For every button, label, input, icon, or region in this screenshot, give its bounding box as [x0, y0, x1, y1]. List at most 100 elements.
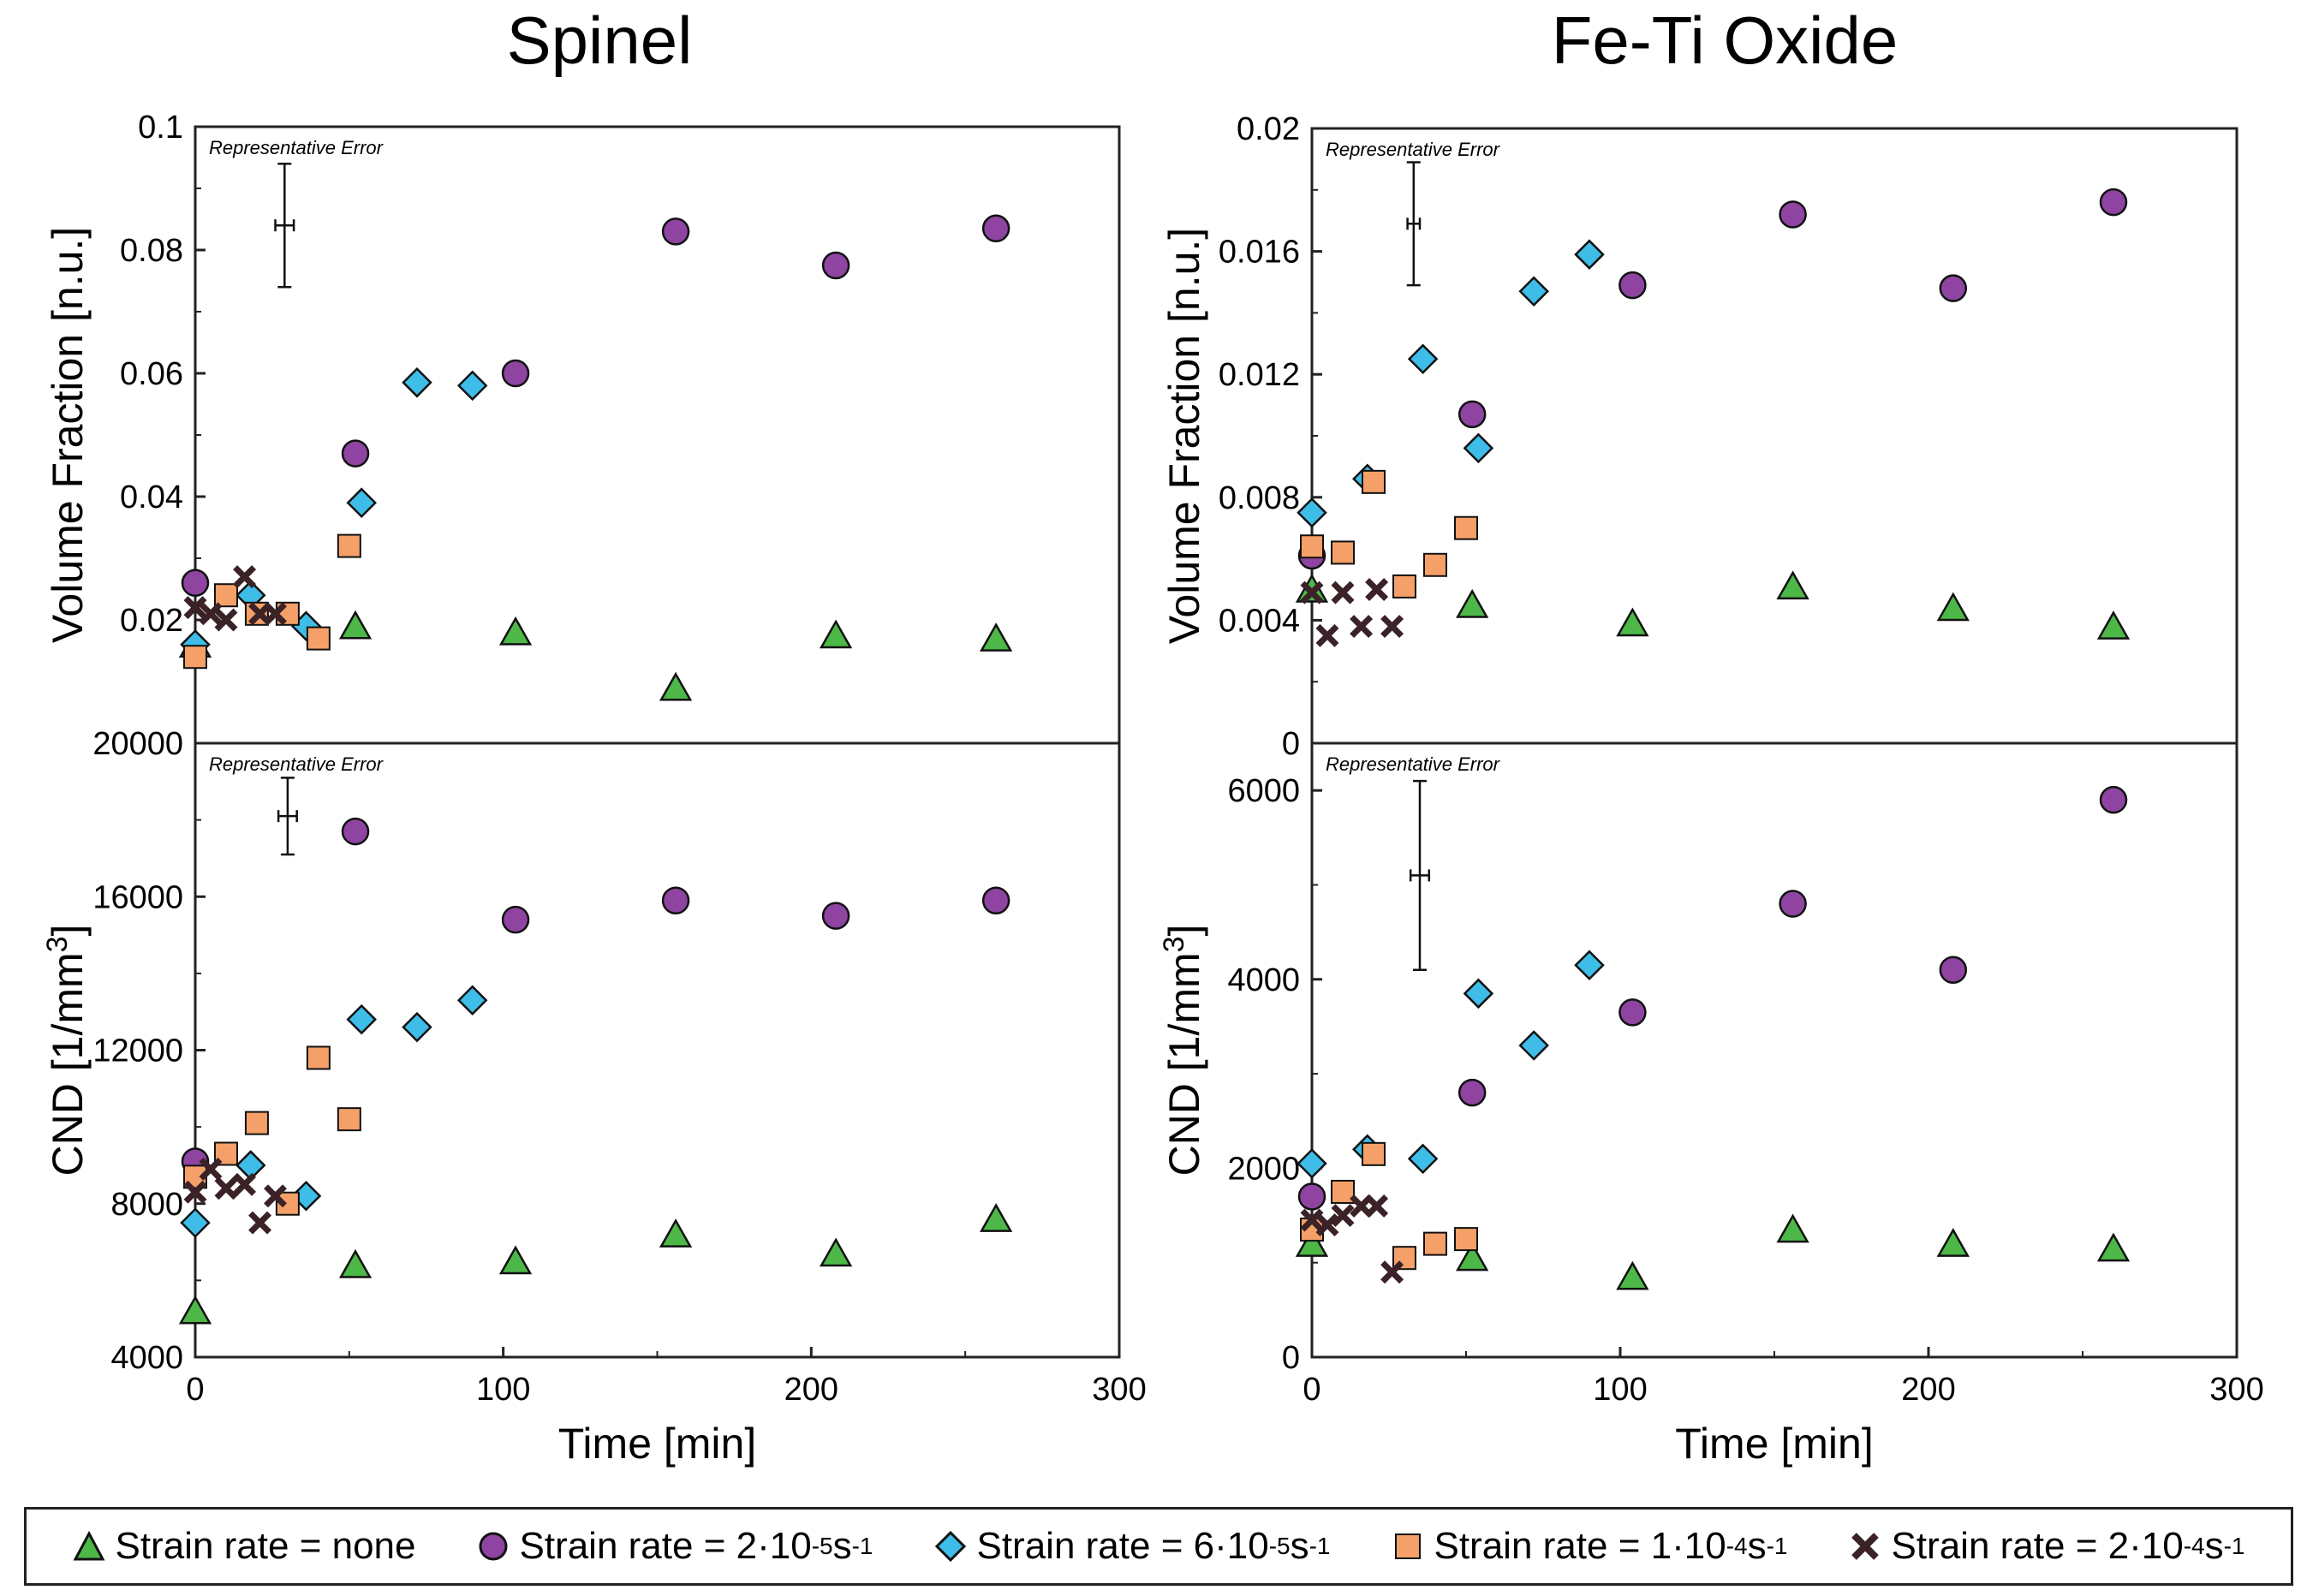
data-point	[661, 886, 690, 914]
data-point	[1297, 1182, 1326, 1211]
series-1	[181, 817, 1010, 1176]
y-axis-label: CND [1/mm3]	[1158, 925, 1208, 1176]
data-point	[306, 626, 331, 651]
data-point	[183, 1180, 207, 1204]
data-point	[979, 622, 1013, 652]
data-point	[180, 1207, 211, 1238]
y-tick-label: 12000	[92, 1033, 183, 1069]
representative-error-label: Representative Error	[1326, 139, 1501, 160]
legend-exp-1e-4: -4	[1726, 1533, 1748, 1559]
data-point	[1618, 271, 1647, 300]
data-point	[981, 214, 1010, 243]
data-point	[659, 1218, 693, 1248]
data-point	[1939, 956, 1968, 984]
data-point	[264, 1184, 287, 1208]
legend-exp-2e-5: -5	[811, 1533, 833, 1559]
series-2	[1297, 239, 1605, 528]
representative-error-label: Representative Error	[209, 137, 384, 158]
data-point	[456, 985, 488, 1016]
data-point	[2096, 1232, 2131, 1262]
data-point	[337, 533, 361, 558]
series-1	[1297, 785, 2128, 1211]
data-point	[1616, 1260, 1649, 1290]
legend-item-6e-5: Strain rate = 6·10 -5 s -1	[933, 1525, 1331, 1568]
data-point	[402, 367, 432, 398]
legend-item-2e-5: Strain rate = 2·10 -5 s -1	[476, 1525, 873, 1568]
data-point	[1779, 200, 1807, 229]
x-tick-label: 100	[1593, 1372, 1647, 1408]
data-point	[1331, 1179, 1355, 1204]
x-tick-label: 100	[476, 1372, 530, 1408]
data-point	[456, 370, 488, 402]
legend-label-2e-4: Strain rate = 2·10	[1891, 1525, 2184, 1567]
data-point	[498, 616, 533, 646]
data-point	[1407, 343, 1439, 375]
legend: Strain rate = none Strain rate = 2·10 -5 …	[24, 1507, 2293, 1586]
y-tick-label: 0.016	[1219, 235, 1300, 271]
data-point	[199, 1157, 223, 1181]
series-4	[1300, 1194, 1404, 1284]
legend-item-1e-4: Strain rate = 1·10 -4 s -1	[1391, 1525, 1788, 1568]
legend-item-2e-4: Strain rate = 2·10 -4 s -1	[1848, 1525, 2245, 1568]
y-tick-label: 0	[1282, 1340, 1300, 1376]
series-4	[1300, 578, 1404, 647]
representative-error-label: Representative Error	[1326, 753, 1501, 775]
data-point	[1936, 1228, 1970, 1257]
data-point	[1574, 950, 1605, 980]
y-tick-label: 4000	[1227, 962, 1300, 998]
data-point	[1779, 890, 1807, 918]
data-point	[1362, 469, 1386, 494]
data-point	[183, 645, 207, 670]
chart-feti-vf: 0 0.004 0.008 0.012 0.016 0.02 Volume Fraction…	[1160, 111, 2238, 762]
data-point	[1295, 1228, 1329, 1257]
data-point	[1392, 574, 1416, 598]
data-point	[1456, 588, 1489, 618]
legend-item-none: Strain rate = none	[72, 1525, 416, 1568]
data-point	[1331, 581, 1355, 604]
data-point	[341, 439, 370, 467]
series-3	[1300, 1141, 1478, 1271]
legend-label-1e-4: Strain rate = 1·10	[1434, 1525, 1726, 1567]
y-tick-label: 0.08	[120, 233, 183, 269]
legend-label-2e-5: Strain rate = 2·10	[519, 1525, 812, 1567]
data-point	[819, 1237, 853, 1267]
x-tick-label: 0	[1303, 1372, 1320, 1408]
y-tick-label: 2000	[1227, 1151, 1300, 1187]
circle-icon	[479, 1532, 508, 1561]
column-title-fe-ti-oxide: Fe-Ti Oxide	[1551, 3, 1899, 78]
data-point	[1350, 615, 1374, 639]
data-point	[1456, 1242, 1489, 1271]
data-point	[1463, 432, 1494, 464]
y-tick-label: 20000	[92, 726, 183, 762]
data-point	[979, 1203, 1013, 1232]
plot-frame	[1310, 741, 2238, 1359]
data-point	[1776, 570, 1809, 600]
data-point	[661, 217, 690, 246]
x-mark-icon	[1851, 1533, 1880, 1560]
data-point	[498, 1245, 533, 1275]
y-tick-label: 16000	[92, 879, 183, 915]
y-tick-label: 0.004	[1219, 603, 1300, 639]
data-point	[1518, 276, 1549, 307]
x-tick-label: 300	[2209, 1372, 2263, 1408]
legend-exp-2e-4: -4	[2183, 1533, 2205, 1559]
data-point	[1297, 1148, 1327, 1179]
y-tick-label: 0.1	[138, 110, 183, 146]
x-tick-label: 0	[186, 1372, 204, 1408]
data-point	[214, 608, 238, 632]
data-point	[821, 251, 850, 280]
y-tick-label: 8000	[110, 1187, 183, 1223]
data-point	[1315, 1213, 1339, 1237]
series-1	[1297, 188, 2128, 570]
data-point	[1423, 1231, 1447, 1256]
data-point	[1380, 1260, 1404, 1284]
x-axis-label: Time [min]	[558, 1420, 757, 1468]
data-point	[1454, 1227, 1478, 1252]
data-point	[306, 1045, 331, 1070]
data-point	[1454, 515, 1478, 540]
data-point	[248, 1211, 272, 1235]
data-point	[233, 565, 257, 589]
y-tick-label: 0.06	[120, 356, 183, 392]
data-point	[1331, 540, 1355, 565]
y-tick-label: 0.012	[1219, 357, 1300, 393]
